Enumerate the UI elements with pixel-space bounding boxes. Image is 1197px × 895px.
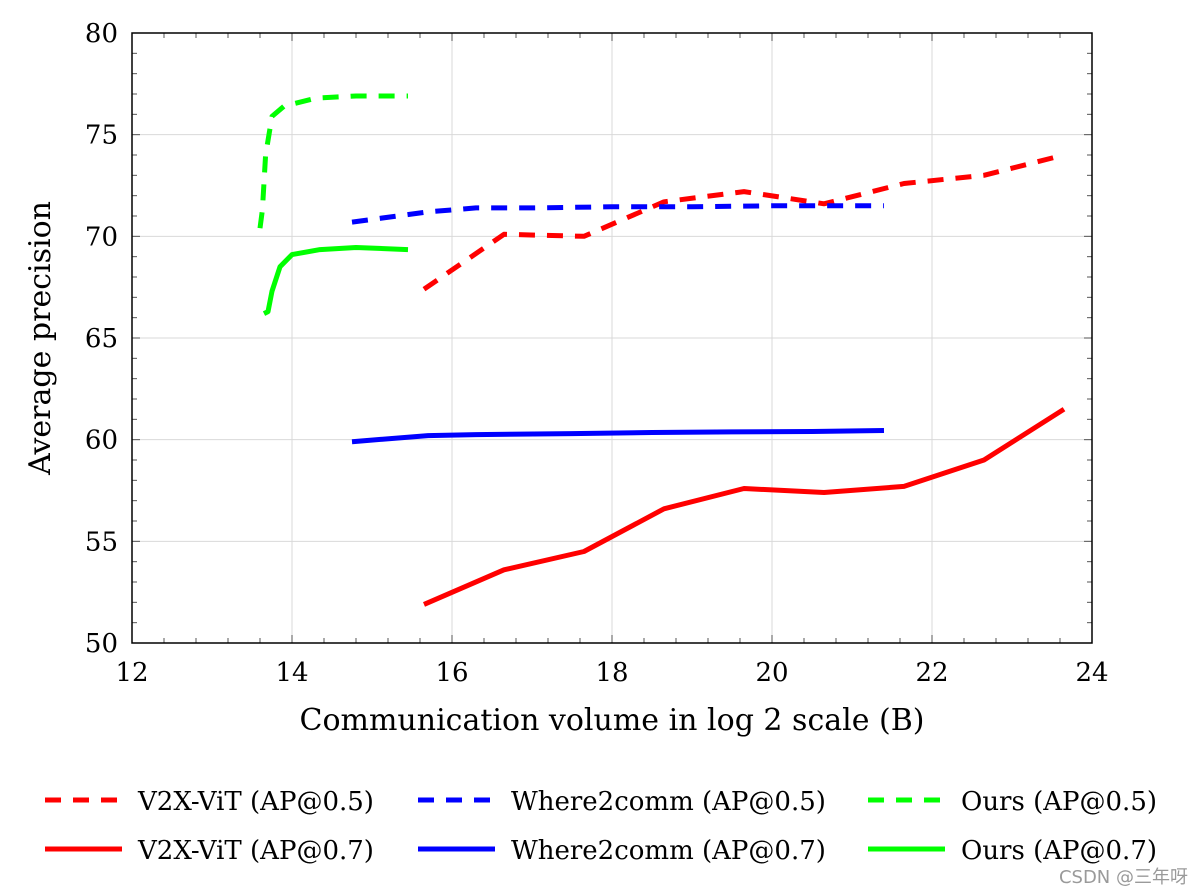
- y-tick-labels: 50 55 60 65 70 75 80: [85, 19, 118, 659]
- legend-label: Where2comm (AP@0.5): [511, 787, 826, 817]
- legend-label: Ours (AP@0.5): [961, 787, 1157, 817]
- legend-label: V2X-ViT (AP@0.5): [137, 787, 374, 817]
- plot-frame: [131, 32, 1093, 644]
- series-line-1: [351, 203, 884, 225]
- series-line-5: [262, 245, 409, 316]
- x-tick-label: 16: [435, 658, 468, 688]
- legend: V2X-ViT (AP@0.5) Where2comm (AP@0.5) Ours …: [45, 787, 1157, 866]
- y-tick-label: 75: [85, 121, 118, 151]
- y-tick-label: 80: [85, 19, 118, 49]
- legend-label: Ours (AP@0.7): [961, 836, 1157, 866]
- legend-label: V2X-ViT (AP@0.7): [137, 836, 374, 866]
- y-tick-label: 55: [85, 527, 118, 557]
- x-tick-label: 12: [115, 658, 148, 688]
- y-tick-label: 70: [85, 222, 118, 252]
- series-line-3: [423, 407, 1066, 607]
- y-tick-label: 65: [85, 324, 118, 354]
- series-line-4: [351, 428, 885, 445]
- x-tick-label: 18: [595, 658, 628, 688]
- x-tick-label: 20: [755, 658, 788, 688]
- legend-label: Where2comm (AP@0.7): [511, 836, 826, 866]
- x-tick-label: 24: [1075, 658, 1108, 688]
- x-tick-label: 22: [915, 658, 948, 688]
- gridlines: [131, 32, 1093, 644]
- series-line-2: [257, 93, 408, 229]
- y-tick-label: 60: [85, 426, 118, 456]
- y-tick-label: 50: [85, 629, 118, 659]
- x-tick-label: 14: [275, 658, 308, 688]
- watermark: CSDN @三年呀: [1059, 867, 1188, 888]
- x-tick-labels: 12 14 16 18 20 22 24: [115, 658, 1108, 688]
- y-axis-title: Average precision: [23, 201, 58, 476]
- series-line-0: [422, 152, 1065, 292]
- series-lines: [257, 93, 1066, 607]
- x-axis-title: Communication volume in log 2 scale (B): [300, 703, 925, 738]
